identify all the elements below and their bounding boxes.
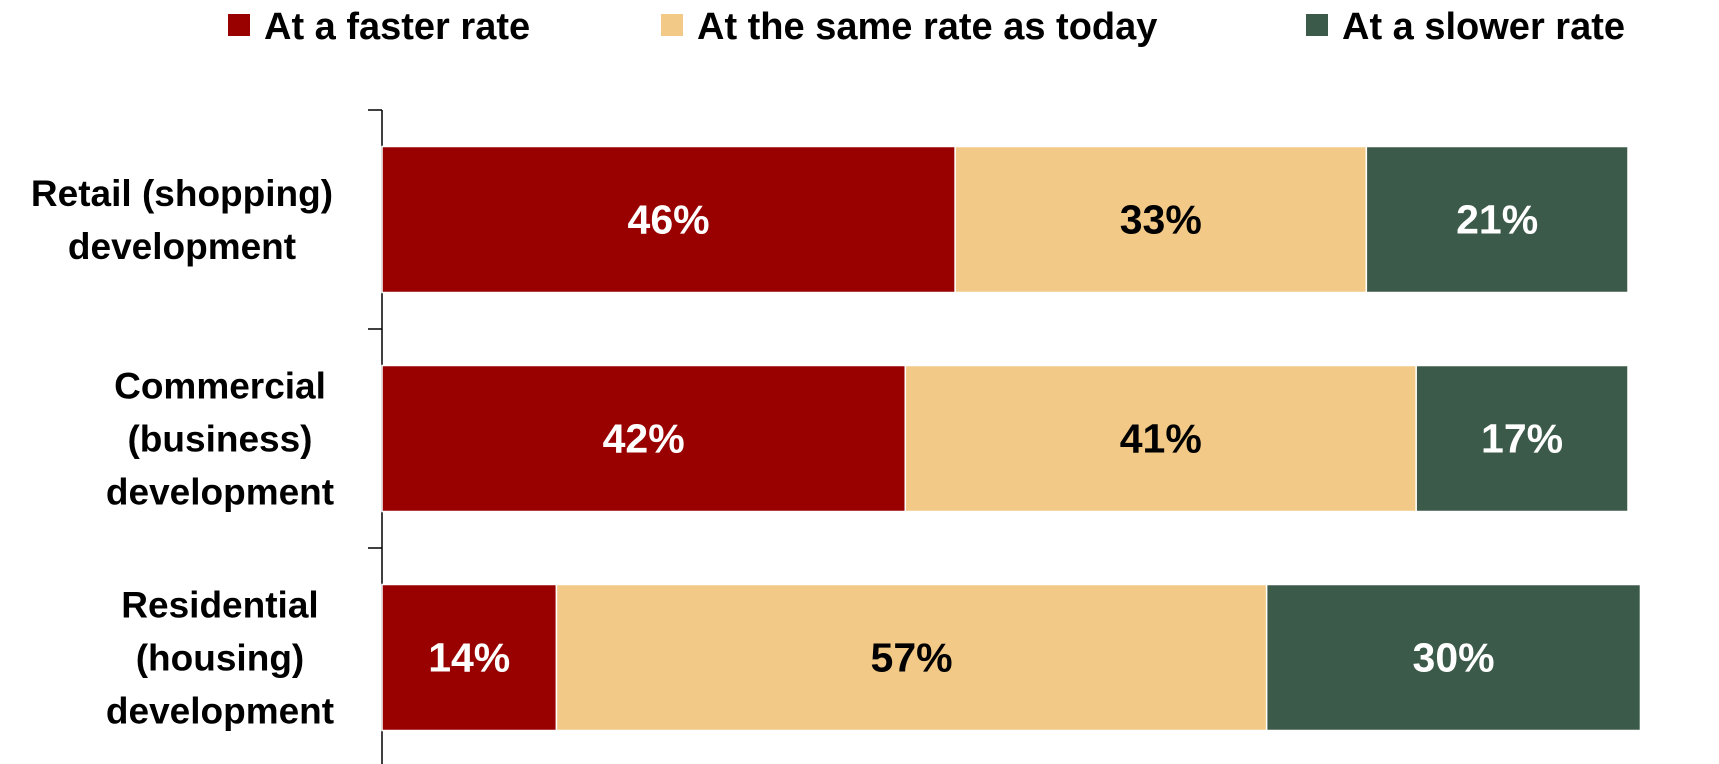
data-label: 46% xyxy=(628,197,710,243)
legend-label-faster: At a faster rate xyxy=(264,6,530,48)
legend-label-same: At the same rate as today xyxy=(697,6,1157,48)
legend-label-slower: At a slower rate xyxy=(1342,6,1625,48)
category-label-line: (housing) xyxy=(136,638,305,679)
category-labels: Retail (shopping) development Commercial (b… xyxy=(31,173,334,732)
category-label: Commercial (business) development xyxy=(106,366,334,513)
category-label-line: development xyxy=(68,226,296,267)
data-label: 17% xyxy=(1481,416,1563,462)
bar-segment xyxy=(904,364,1417,513)
bar-segment xyxy=(954,145,1368,294)
bar-segment xyxy=(381,364,907,513)
bar-segment xyxy=(1365,145,1629,294)
category-label-line: Retail (shopping) xyxy=(31,173,333,214)
data-label: 30% xyxy=(1413,635,1495,681)
data-label: 41% xyxy=(1120,416,1202,462)
data-label: 33% xyxy=(1120,197,1202,243)
legend-swatch-same xyxy=(661,14,683,36)
bar-segment xyxy=(1415,364,1629,513)
bar-segment xyxy=(381,145,956,294)
bar-segment xyxy=(1265,583,1642,732)
legend-swatch-slower xyxy=(1306,14,1328,36)
category-label-line: (business) xyxy=(127,419,312,460)
legend-swatch-faster xyxy=(228,14,250,36)
category-label-line: development xyxy=(106,472,334,513)
category-axis xyxy=(368,109,383,764)
data-label: 21% xyxy=(1456,197,1538,243)
legend: At a faster rate At the same rate as tod… xyxy=(228,6,1625,48)
category-label-line: Residential xyxy=(121,585,318,626)
data-label: 57% xyxy=(871,635,953,681)
category-label-line: development xyxy=(106,691,334,732)
category-label-line: Commercial xyxy=(114,366,326,407)
category-label: Residential (housing) development xyxy=(106,585,334,732)
category-label: Retail (shopping) development xyxy=(31,173,333,267)
bars: 46% 33% 21% 42% 41% 17% 14% 57% 30% xyxy=(381,145,1642,732)
data-label: 42% xyxy=(603,416,685,462)
data-label: 14% xyxy=(428,635,510,681)
bar-segment xyxy=(381,583,558,732)
